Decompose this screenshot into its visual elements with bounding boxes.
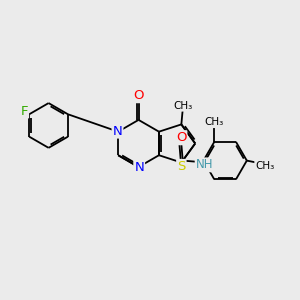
Text: O: O bbox=[176, 131, 186, 144]
Text: O: O bbox=[133, 89, 144, 102]
Text: N: N bbox=[134, 160, 144, 173]
Text: NH: NH bbox=[196, 158, 213, 171]
Text: CH₃: CH₃ bbox=[205, 117, 224, 127]
Text: N: N bbox=[112, 124, 122, 137]
Text: S: S bbox=[177, 160, 185, 173]
Text: F: F bbox=[20, 104, 28, 118]
Text: CH₃: CH₃ bbox=[255, 160, 274, 170]
Text: CH₃: CH₃ bbox=[173, 101, 193, 111]
